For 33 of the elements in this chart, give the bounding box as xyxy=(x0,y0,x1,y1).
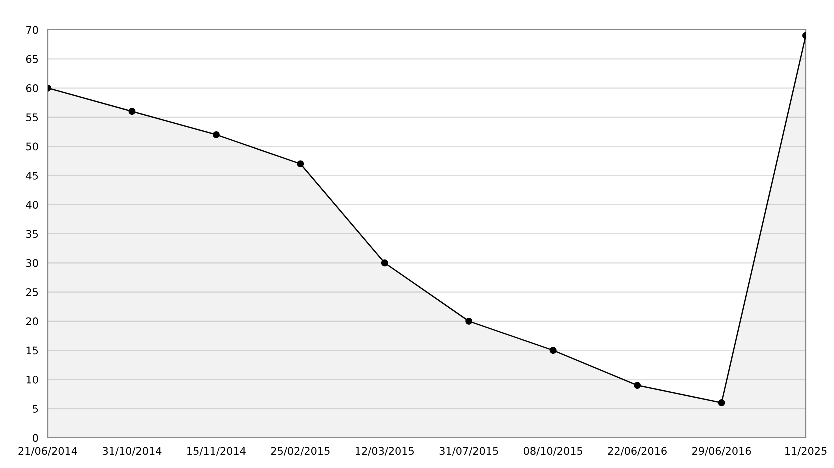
point xyxy=(634,382,642,390)
x-tick-label: 11/2025 xyxy=(786,447,827,456)
x-tick-label: 21/06/2014 xyxy=(18,447,78,456)
x-tick-label: 22/06/2016 xyxy=(608,447,667,456)
point xyxy=(212,131,220,138)
y-tick-label: 45 xyxy=(26,172,38,180)
point xyxy=(297,160,304,168)
y-tick-label: 55 xyxy=(26,114,38,122)
y-tick-label: 40 xyxy=(26,201,38,209)
x-tick-label: 31/10/2014 xyxy=(102,447,162,456)
point xyxy=(381,260,388,267)
point xyxy=(718,400,726,406)
x-tick-label: 15/11/2014 xyxy=(188,447,246,456)
y-tick-label: 20 xyxy=(26,318,38,326)
x-tick-label: 31/07/2015 xyxy=(440,447,498,456)
y-tick-label: 35 xyxy=(26,230,38,238)
y-tick-label: 10 xyxy=(26,376,38,384)
y-tick-label: 50 xyxy=(26,142,38,151)
y-tick-label: 60 xyxy=(26,84,38,92)
y-tick-label: 30 xyxy=(26,259,38,268)
x-tick-label: 08/10/2015 xyxy=(524,447,582,456)
point xyxy=(128,108,136,116)
y-tick-label: 15 xyxy=(26,346,38,355)
x-tick-label: 29/06/2016 xyxy=(692,447,752,456)
y-tick-label: 70 xyxy=(26,26,38,34)
y-tick-label: 65 xyxy=(26,55,38,64)
y-tick-label: 25 xyxy=(26,288,38,296)
x-tick-label: 25/02/2015 xyxy=(271,447,330,456)
y-tick-label: 5 xyxy=(33,405,38,413)
point xyxy=(550,347,557,354)
x-tick-label: 12/03/2015 xyxy=(356,447,414,456)
y-tick-label: 0 xyxy=(33,434,38,442)
point xyxy=(466,318,473,325)
